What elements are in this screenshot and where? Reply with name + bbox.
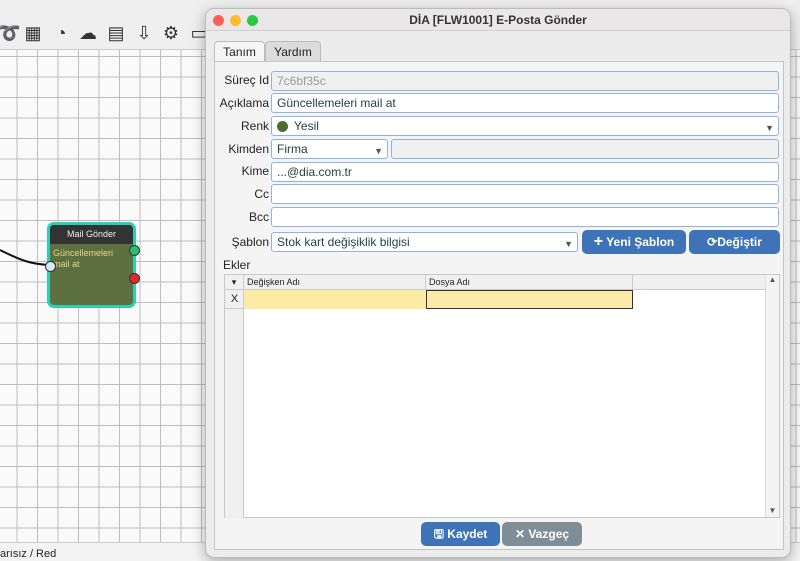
connection-line: [0, 249, 50, 266]
email-dialog: DİA [FLW1001] E-Posta Gönder Tanım Yardı…: [205, 8, 791, 558]
label-renk: Renk: [240, 119, 269, 133]
save-icon: 🖫: [433, 527, 444, 541]
surec-id-field: 7c6bf35c: [271, 71, 779, 91]
change-button[interactable]: ⟳Değiştir: [689, 230, 780, 254]
maximize-button[interactable]: [247, 15, 258, 26]
renk-select[interactable]: Yesil ▼: [271, 116, 779, 136]
label-kimden: Kimden: [228, 142, 269, 156]
refresh-icon: ⟳: [707, 235, 718, 249]
kime-field[interactable]: ...@dia.com.tr: [271, 162, 779, 182]
kimden-type-value: Firma: [277, 142, 308, 156]
renk-value: Yesil: [294, 119, 319, 133]
attachments-grid: ▾ Değişken Adı Dosya Adı X ▲ ▼: [224, 274, 780, 518]
title-bar: DİA [FLW1001] E-Posta Gönder: [206, 9, 790, 31]
column-header-dosya[interactable]: Dosya Adı: [426, 275, 633, 290]
label-bcc: Bcc: [248, 210, 269, 224]
tab-yardim[interactable]: Yardım: [265, 41, 321, 62]
save-button[interactable]: 🖫 Kaydet: [421, 522, 500, 546]
minimize-button[interactable]: [230, 15, 241, 26]
gear-icon[interactable]: ⚙: [162, 23, 180, 43]
cc-field[interactable]: [271, 184, 779, 204]
row-marker: X: [225, 290, 244, 309]
tab-tanim[interactable]: Tanım: [214, 41, 265, 63]
color-swatch: [277, 121, 288, 132]
kimden-type-select[interactable]: Firma ▼: [271, 139, 388, 159]
error-port[interactable]: [129, 273, 140, 284]
column-menu-icon[interactable]: ▾: [225, 275, 244, 290]
label-cc: Cc: [254, 187, 269, 201]
close-icon: ✕: [514, 527, 525, 541]
kimden-field[interactable]: [391, 139, 779, 159]
label-surec-id: Süreç Id: [224, 73, 269, 87]
new-template-button[interactable]: + Yeni Şablon: [582, 230, 686, 254]
sablon-value: Stok kart değişiklik bilgisi: [277, 235, 410, 249]
flow-icon[interactable]: ➰: [0, 23, 21, 43]
header-filler: [633, 275, 765, 290]
status-text: arısız / Red: [0, 548, 57, 560]
new-template-label: Yeni Şablon: [606, 235, 675, 249]
mail-send-node[interactable]: Mail Gönder Güncellemeleri mail at: [45, 222, 140, 308]
aciklama-field[interactable]: Güncellemeleri mail at: [271, 93, 779, 113]
row-indicator-column: [225, 290, 244, 518]
node-body: Güncellemeleri mail at: [53, 248, 114, 269]
degisken-cell[interactable]: [244, 290, 426, 309]
chevron-down-icon: ▼: [564, 239, 573, 249]
column-header-degisken[interactable]: Değişken Adı: [244, 275, 426, 290]
plus-icon: +: [593, 233, 604, 250]
window-title: DİA [FLW1001] E-Posta Gönder: [409, 13, 587, 27]
cloud-download-icon[interactable]: ⇩: [136, 23, 152, 43]
folder-icon[interactable]: ▭: [190, 23, 208, 43]
chevron-down-icon: ▼: [765, 123, 774, 133]
calculator-icon[interactable]: ▦: [24, 23, 42, 43]
close-button[interactable]: [213, 15, 224, 26]
success-port[interactable]: [129, 245, 140, 256]
attachments-label: Ekler: [223, 258, 251, 272]
label-sablon: Şablon: [231, 235, 269, 249]
calendar-icon[interactable]: ▤: [107, 23, 125, 43]
timer-icon[interactable]: ◔: [55, 23, 67, 43]
cloud-settings-icon[interactable]: ☁: [79, 23, 97, 43]
bcc-field[interactable]: [271, 207, 779, 227]
cancel-button[interactable]: ✕ Vazgeç: [502, 522, 582, 546]
chevron-down-icon: ▼: [374, 146, 383, 156]
label-aciklama: Açıklama: [219, 96, 269, 110]
vertical-scrollbar[interactable]: ▲ ▼: [765, 275, 779, 517]
node-title: Mail Gönder: [50, 225, 133, 244]
label-kime: Kime: [241, 164, 269, 178]
form-panel: Süreç Id 7c6bf35c Açıklama Güncellemeler…: [214, 61, 784, 550]
input-port[interactable]: [45, 261, 56, 272]
save-label: Kaydet: [447, 527, 488, 541]
scroll-up-icon[interactable]: ▲: [768, 275, 777, 284]
change-label: Değiştir: [717, 235, 762, 249]
sablon-select[interactable]: Stok kart değişiklik bilgisi ▼: [271, 232, 578, 252]
scroll-down-icon[interactable]: ▼: [768, 506, 777, 515]
dosya-cell[interactable]: [426, 290, 633, 309]
cancel-label: Vazgeç: [528, 527, 570, 541]
